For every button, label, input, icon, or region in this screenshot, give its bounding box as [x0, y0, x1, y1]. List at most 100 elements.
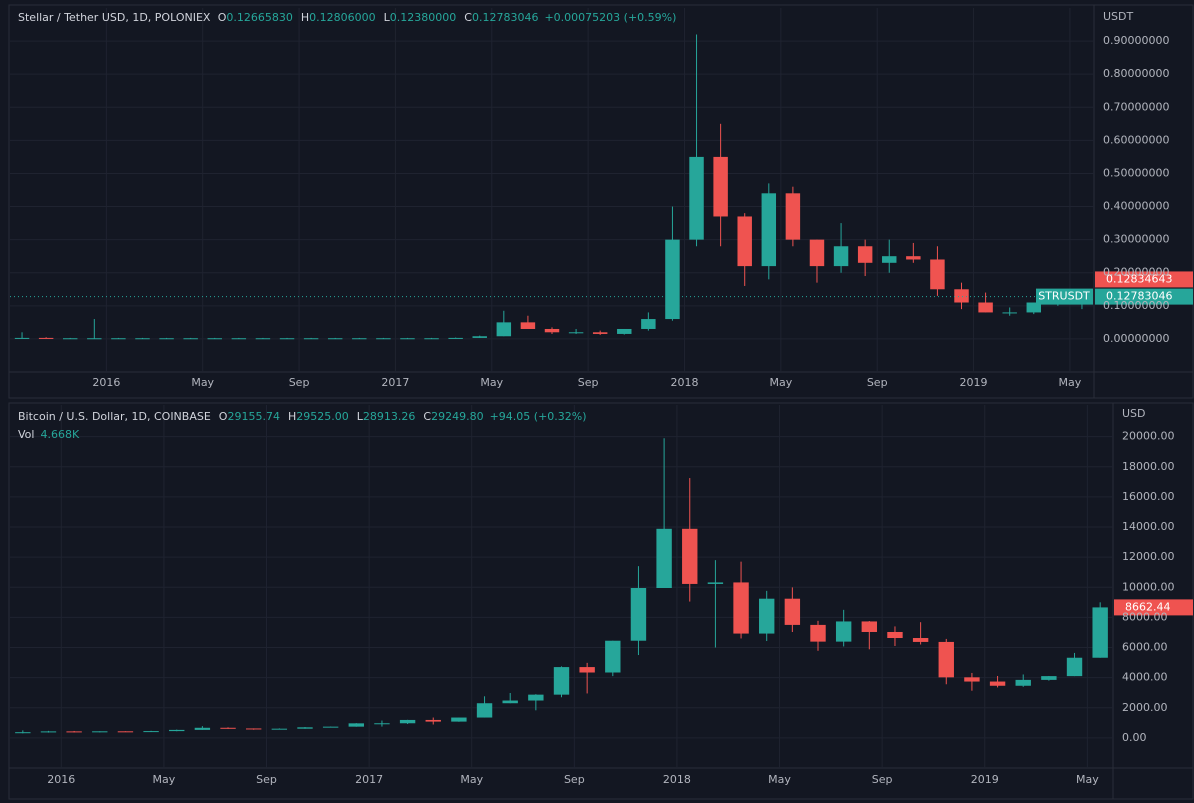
candle-body	[617, 328, 632, 334]
x-tick-label: Sep	[289, 376, 310, 389]
x-tick-label: 2017	[381, 376, 409, 389]
candle-body	[448, 337, 463, 339]
candle-body	[87, 338, 102, 340]
candle-body	[207, 338, 222, 340]
y-tick-label: 4000.00	[1122, 671, 1168, 684]
candle-body	[784, 598, 801, 625]
candle-body	[271, 728, 288, 730]
y-tick-label: 0.50000000	[1103, 166, 1169, 179]
legend-header: Stellar / Tether USD, 1D, POLONIEX O0.126…	[18, 11, 676, 24]
y-tick-label: 0.00000000	[1103, 332, 1169, 345]
pane-border	[8, 4, 1194, 399]
candle-body	[579, 667, 595, 673]
candle-body	[352, 338, 367, 340]
symbol-tag	[1036, 288, 1093, 305]
candle-body	[322, 726, 339, 728]
x-tick-label: May	[769, 376, 792, 389]
candle-body	[1041, 676, 1057, 680]
y-tick-label: 6000.00	[1122, 641, 1168, 654]
ohlc-value: 0.12665830	[226, 11, 292, 24]
x-tick-label: 2019	[960, 376, 988, 389]
currency-label: USD	[1122, 407, 1146, 420]
plot-area: 8662.44	[10, 405, 1193, 768]
ohlc-value: 29249.80	[431, 410, 484, 423]
candle-body	[553, 667, 570, 695]
candle-body	[656, 528, 672, 589]
candle-body	[297, 727, 313, 729]
plot-area: 0.12834643 0.12783046 STRUSDT	[10, 8, 1193, 372]
y-tick-label: 0.90000000	[1103, 34, 1169, 47]
y-tick-label: 0.10000000	[1103, 299, 1169, 312]
candle-body	[713, 156, 728, 217]
x-tick-label: 2016	[92, 376, 120, 389]
candle-body	[1066, 657, 1083, 677]
candle-body	[183, 338, 198, 340]
volume-legend: Vol 4.668K	[18, 428, 80, 441]
x-tick-label: May	[191, 376, 214, 389]
x-tick-label: 2018	[670, 376, 698, 389]
change-value: +0.00075203 (+0.59%)	[544, 11, 676, 24]
ohlc-value: 29525.00	[296, 410, 349, 423]
x-tick-label: May	[1076, 773, 1099, 786]
ohlc-key: C	[464, 11, 472, 24]
candle-body	[989, 681, 1006, 686]
x-tick-label: 2016	[47, 773, 75, 786]
candle-body	[833, 246, 849, 267]
symbol-title: Bitcoin / U.S. Dollar, 1D, COINBASE	[18, 410, 211, 423]
y-tick-label: 18000.00	[1122, 460, 1175, 473]
symbol-tag-label: STRUSDT	[1038, 290, 1090, 303]
candle-body	[689, 156, 704, 240]
y-tick-label: 0.30000000	[1103, 233, 1169, 246]
candle-body	[62, 338, 78, 340]
volume-value: 4.668K	[40, 428, 79, 441]
candle-body	[424, 338, 439, 340]
candle-body	[682, 528, 698, 584]
y-tick-label: 0.40000000	[1103, 200, 1169, 213]
candle-body	[761, 193, 777, 267]
candle-body	[194, 727, 211, 730]
y-tick-label: 16000.00	[1122, 490, 1175, 503]
candle-body	[111, 338, 126, 340]
candle-body	[568, 332, 584, 334]
ohlc-key: H	[288, 410, 296, 423]
y-tick-label: 12000.00	[1122, 550, 1175, 563]
change-value: +94.05 (+0.32%)	[490, 410, 587, 423]
candle-body	[476, 703, 493, 718]
price-tag-label: 0.12834643	[1106, 272, 1172, 285]
candle-body	[964, 677, 980, 682]
symbol-title: Stellar / Tether USD, 1D, POLONIEX	[18, 11, 211, 24]
price-tag-label: 8662.44	[1125, 600, 1171, 613]
ohlc-key: H	[301, 11, 309, 24]
ohlc-value: 0.12380000	[390, 11, 456, 24]
ohlc-value: 0.12806000	[309, 11, 375, 24]
candle-body	[759, 598, 775, 634]
candle-body	[1015, 679, 1031, 686]
currency-label: USDT	[1103, 10, 1134, 23]
candle-body	[245, 728, 262, 730]
ohlc-value: 28913.26	[363, 410, 416, 423]
candle-body	[40, 731, 57, 733]
candle-body	[376, 338, 391, 340]
candle-body	[66, 731, 82, 733]
x-tick-label: 2018	[663, 773, 691, 786]
y-tick-label: 20000.00	[1122, 430, 1175, 443]
candle-body	[930, 259, 945, 290]
ohlc-key: L	[357, 410, 364, 423]
candle-body	[641, 319, 656, 329]
candle-body	[665, 239, 680, 320]
candle-body	[938, 641, 954, 678]
ohlc-value: 29155.74	[227, 410, 280, 423]
candle-body	[882, 256, 897, 263]
candle-body	[255, 338, 271, 340]
y-tick-label: 14000.00	[1122, 520, 1175, 533]
candle-body	[327, 338, 343, 340]
candle-body	[861, 621, 878, 632]
ohlc-key: L	[384, 11, 391, 24]
y-tick-label: 0.00	[1122, 731, 1147, 744]
candle-body	[38, 337, 54, 339]
y-tick-label: 0.20000000	[1103, 266, 1169, 279]
candle-body	[592, 332, 608, 334]
candle-body	[887, 631, 903, 639]
